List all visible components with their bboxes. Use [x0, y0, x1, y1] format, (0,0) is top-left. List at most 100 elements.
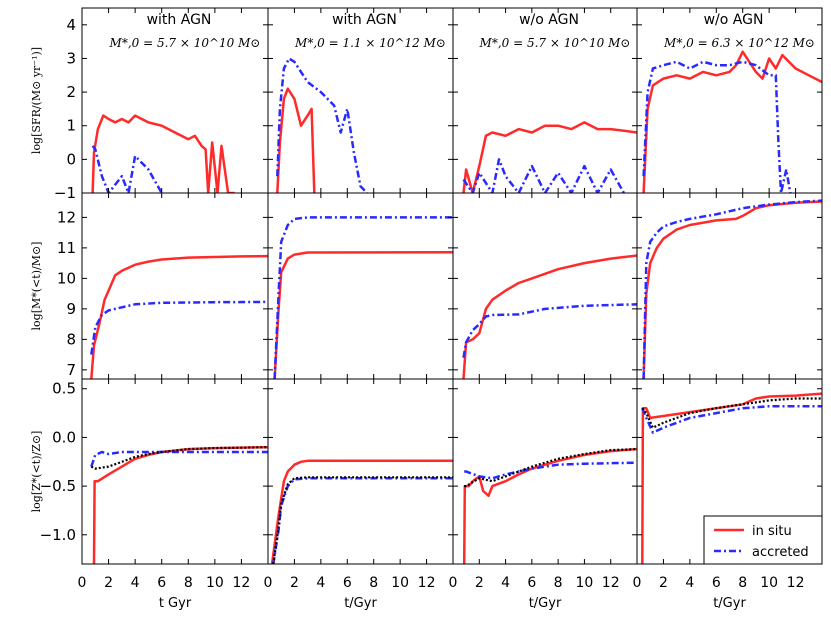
y-tick-label: 3 [66, 49, 76, 67]
legend-box [703, 515, 823, 565]
x-tick-label: 4 [316, 575, 325, 591]
x-tick-label: 0 [449, 575, 458, 591]
x-tick-label: 0 [633, 575, 642, 591]
x-tick-label: 10 [206, 575, 224, 591]
panel-r2-c2 [452, 378, 638, 565]
y-tick-label: −0.5 [40, 477, 76, 495]
series-accreted [464, 461, 637, 480]
column-title: with AGN [147, 12, 212, 28]
panel-r2-c0 [81, 378, 269, 565]
x-tick-label: 0 [78, 575, 87, 591]
series-accreted [642, 60, 792, 193]
x-tick-label: 10 [760, 575, 778, 591]
panel-r1-c3 [636, 192, 823, 380]
y-tick-label: 2 [66, 83, 76, 101]
x-axis-label: t Gyr [159, 596, 192, 611]
x-axis-label: t/Gyr [713, 596, 746, 611]
series-accreted [462, 303, 637, 358]
panel-r2-c3 [636, 378, 823, 565]
y-tick-label: 9 [66, 300, 76, 318]
series-accreted [462, 158, 625, 193]
x-tick-label: 8 [554, 575, 563, 591]
series-accreted [276, 57, 368, 193]
x-tick-label: 12 [418, 575, 436, 591]
series-group [642, 50, 822, 193]
x-axis-label: t/Gyr [344, 596, 377, 611]
x-axis-label: t/Gyr [529, 596, 562, 611]
series-group [462, 447, 637, 564]
y-tick-label: 8 [66, 330, 76, 348]
x-tick-label: 12 [602, 575, 620, 591]
column-title: w/o AGN [704, 12, 764, 28]
panel-frame [267, 192, 454, 380]
legend-label-accreted: accreted [752, 545, 809, 560]
panel-frame [81, 378, 269, 565]
x-tick-label: 10 [576, 575, 594, 591]
series-group [273, 216, 453, 379]
column-title: with AGN [332, 12, 397, 28]
series-accreted [273, 216, 453, 379]
y-tick-label: 12 [57, 208, 76, 226]
panel-frame [267, 378, 454, 565]
series-accreted [642, 199, 822, 379]
series-accreted [90, 450, 268, 468]
x-tick-label: 4 [685, 575, 694, 591]
panel-r1-c1 [267, 192, 454, 380]
series-accreted [90, 300, 268, 355]
x-tick-label: 6 [157, 575, 166, 591]
series-accreted [91, 145, 163, 193]
column-titles: with AGN M*,0 = 5.7 × 10^10 M⊙ with AGN M*,… [109, 12, 815, 50]
x-tick-label: 2 [475, 575, 484, 591]
series-in-situ [270, 459, 453, 564]
y-tick-label: 7 [66, 361, 76, 379]
series-group [641, 392, 822, 564]
x-tick-label: 0 [264, 575, 273, 591]
series-total [464, 448, 637, 488]
x-tick-label: 8 [184, 575, 193, 591]
x-tick-label: 6 [343, 575, 352, 591]
legend: in situ accreted [703, 515, 823, 565]
x-tick-label: 2 [104, 575, 113, 591]
x-tick-label: 4 [501, 575, 510, 591]
y-tick-label: 1 [66, 117, 76, 135]
x-tick-label: 4 [131, 575, 140, 591]
panel-r1-c0 [81, 192, 269, 380]
series-in-situ [642, 200, 822, 379]
series-group [462, 121, 637, 193]
series-group [642, 199, 822, 379]
series-group [90, 254, 268, 379]
series-accreted [641, 405, 822, 434]
legend-label-in-situ: in situ [752, 524, 792, 539]
column-mass-label: M*,0 = 1.1 × 10^12 M⊙ [294, 36, 446, 50]
x-tick-label: 6 [712, 575, 721, 591]
series-in-situ [276, 87, 316, 193]
y-tick-label: −1.0 [40, 526, 76, 544]
series-group [462, 254, 637, 379]
series-total [641, 397, 822, 429]
y-axis-label: log[M*(<t)/M⊙] [30, 242, 43, 331]
series-total [90, 446, 268, 470]
x-tick-label: 8 [738, 575, 747, 591]
panel-r0-c3 [636, 7, 823, 194]
column-title: w/o AGN [519, 12, 579, 28]
column-mass-label: M*,0 = 5.7 × 10^10 M⊙ [109, 36, 261, 50]
x-tick-label: 8 [369, 575, 378, 591]
series-in-situ [90, 254, 268, 379]
y-tick-label: 11 [57, 239, 76, 257]
x-axes: 0 2 4 6 8 10 12 0 2 4 6 8 10 12 0 2 4 6 8 10 12 0 2 4 6 8 10 12 t Gy… [78, 575, 805, 611]
y-tick-label: 10 [57, 269, 76, 287]
series-group [276, 57, 368, 193]
panel-frame [636, 192, 823, 380]
panel-r2-c1 [267, 378, 454, 565]
series-in-situ [92, 445, 268, 564]
series-in-situ [462, 447, 637, 564]
series-group [270, 459, 453, 564]
series-accreted [272, 477, 453, 564]
x-tick-label: 6 [527, 575, 536, 591]
x-tick-label: 12 [787, 575, 805, 591]
y-tick-label: 0.5 [52, 380, 76, 398]
column-mass-label: M*,0 = 5.7 × 10^10 M⊙ [479, 36, 631, 50]
series-in-situ [642, 50, 822, 193]
